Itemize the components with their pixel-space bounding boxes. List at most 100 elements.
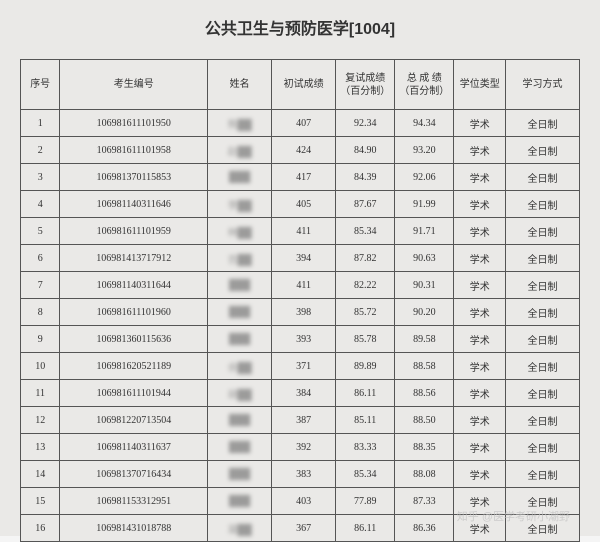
cell-score3: 91.71 — [395, 218, 454, 245]
col-header-score1: 初试成绩 — [272, 60, 336, 110]
cell-type: 学术 — [454, 299, 506, 326]
cell-type: 学术 — [454, 434, 506, 461]
blurred-name: ███ — [229, 334, 250, 345]
cell-score2: 86.11 — [336, 380, 395, 407]
cell-id: 106981140311646 — [60, 191, 208, 218]
results-table: 序号 考生编号 姓名 初试成绩 复试成绩（百分制） 总 成 绩（百分制） 学位类… — [20, 59, 580, 542]
cell-score2: 86.11 — [336, 515, 395, 542]
table-row: 12106981220713504███38785.1188.50学术全日制 — [21, 407, 580, 434]
cell-id: 106981140311644 — [60, 272, 208, 299]
cell-score3: 93.20 — [395, 137, 454, 164]
cell-score3: 90.20 — [395, 299, 454, 326]
blurred-name: ███ — [229, 280, 250, 291]
cell-score2: 85.72 — [336, 299, 395, 326]
cell-mode: 全日制 — [506, 434, 580, 461]
cell-mode: 全日制 — [506, 245, 580, 272]
cell-seq: 4 — [21, 191, 60, 218]
col-header-score3: 总 成 绩（百分制） — [395, 60, 454, 110]
cell-seq: 5 — [21, 218, 60, 245]
cell-score3: 91.99 — [395, 191, 454, 218]
watermark: 知乎 @医学考研小潮野 — [457, 508, 570, 524]
page-title: 公共卫生与预防医学[1004] — [20, 15, 580, 39]
blurred-name: ███ — [229, 172, 250, 183]
cell-name: 熊██ — [208, 110, 272, 137]
blurred-name: 余██ — [228, 359, 252, 374]
cell-score1: 398 — [272, 299, 336, 326]
cell-score2: 92.34 — [336, 110, 395, 137]
cell-type: 学术 — [454, 407, 506, 434]
cell-score1: 393 — [272, 326, 336, 353]
col-header-name: 姓名 — [208, 60, 272, 110]
cell-name: 胡██ — [208, 380, 272, 407]
cell-mode: 全日制 — [506, 110, 580, 137]
table-row: 3106981370115853███41784.3992.06学术全日制 — [21, 164, 580, 191]
cell-id: 106981611101958 — [60, 137, 208, 164]
cell-score2: 85.78 — [336, 326, 395, 353]
cell-mode: 全日制 — [506, 407, 580, 434]
col-header-mode: 学习方式 — [506, 60, 580, 110]
cell-score2: 84.90 — [336, 137, 395, 164]
cell-score3: 88.35 — [395, 434, 454, 461]
cell-score3: 89.58 — [395, 326, 454, 353]
cell-name: ███ — [208, 434, 272, 461]
cell-mode: 全日制 — [506, 461, 580, 488]
cell-id: 106981611101944 — [60, 380, 208, 407]
blurred-name: 凝██ — [228, 521, 252, 536]
cell-name: 余██ — [208, 353, 272, 380]
col-header-type: 学位类型 — [454, 60, 506, 110]
cell-mode: 全日制 — [506, 164, 580, 191]
cell-mode: 全日制 — [506, 380, 580, 407]
cell-score3: 94.34 — [395, 110, 454, 137]
col-header-seq: 序号 — [21, 60, 60, 110]
cell-id: 106981431018788 — [60, 515, 208, 542]
cell-name: ███ — [208, 461, 272, 488]
cell-name: 李██ — [208, 191, 272, 218]
cell-seq: 6 — [21, 245, 60, 272]
cell-seq: 11 — [21, 380, 60, 407]
table-row: 9106981360115636███39385.7889.58学术全日制 — [21, 326, 580, 353]
cell-name: ███ — [208, 272, 272, 299]
blurred-name: 赵██ — [228, 143, 252, 158]
cell-score1: 403 — [272, 488, 336, 515]
table-row: 10106981620521189余██37189.8988.58学术全日制 — [21, 353, 580, 380]
cell-score2: 87.67 — [336, 191, 395, 218]
table-row: 13106981140311637███39283.3388.35学术全日制 — [21, 434, 580, 461]
cell-score1: 392 — [272, 434, 336, 461]
cell-id: 106981370716434 — [60, 461, 208, 488]
cell-seq: 1 — [21, 110, 60, 137]
blurred-name: 胡██ — [228, 386, 252, 401]
cell-score2: 85.34 — [336, 461, 395, 488]
cell-seq: 9 — [21, 326, 60, 353]
col-header-id: 考生编号 — [60, 60, 208, 110]
cell-score1: 384 — [272, 380, 336, 407]
cell-type: 学术 — [454, 353, 506, 380]
header-row: 序号 考生编号 姓名 初试成绩 复试成绩（百分制） 总 成 绩（百分制） 学位类… — [21, 60, 580, 110]
cell-score2: 89.89 — [336, 353, 395, 380]
cell-name: 凝██ — [208, 515, 272, 542]
cell-id: 106981153312951 — [60, 488, 208, 515]
cell-score1: 411 — [272, 272, 336, 299]
table-row: 4106981140311646李██40587.6791.99学术全日制 — [21, 191, 580, 218]
cell-type: 学术 — [454, 380, 506, 407]
cell-id: 106981360115636 — [60, 326, 208, 353]
cell-mode: 全日制 — [506, 137, 580, 164]
cell-score2: 82.22 — [336, 272, 395, 299]
cell-score3: 88.50 — [395, 407, 454, 434]
cell-name: ███ — [208, 299, 272, 326]
cell-id: 106981620521189 — [60, 353, 208, 380]
col-header-score2: 复试成绩（百分制） — [336, 60, 395, 110]
cell-name: ███ — [208, 488, 272, 515]
blurred-name: 吉██ — [228, 251, 252, 266]
cell-seq: 15 — [21, 488, 60, 515]
cell-seq: 12 — [21, 407, 60, 434]
cell-score1: 407 — [272, 110, 336, 137]
cell-score2: 85.11 — [336, 407, 395, 434]
cell-score3: 86.36 — [395, 515, 454, 542]
cell-id: 106981413717912 — [60, 245, 208, 272]
cell-seq: 7 — [21, 272, 60, 299]
table-row: 2106981611101958赵██42484.9093.20学术全日制 — [21, 137, 580, 164]
cell-name: ███ — [208, 407, 272, 434]
cell-score3: 88.08 — [395, 461, 454, 488]
table-body: 1106981611101950熊██40792.3494.34学术全日制210… — [21, 110, 580, 542]
cell-mode: 全日制 — [506, 353, 580, 380]
